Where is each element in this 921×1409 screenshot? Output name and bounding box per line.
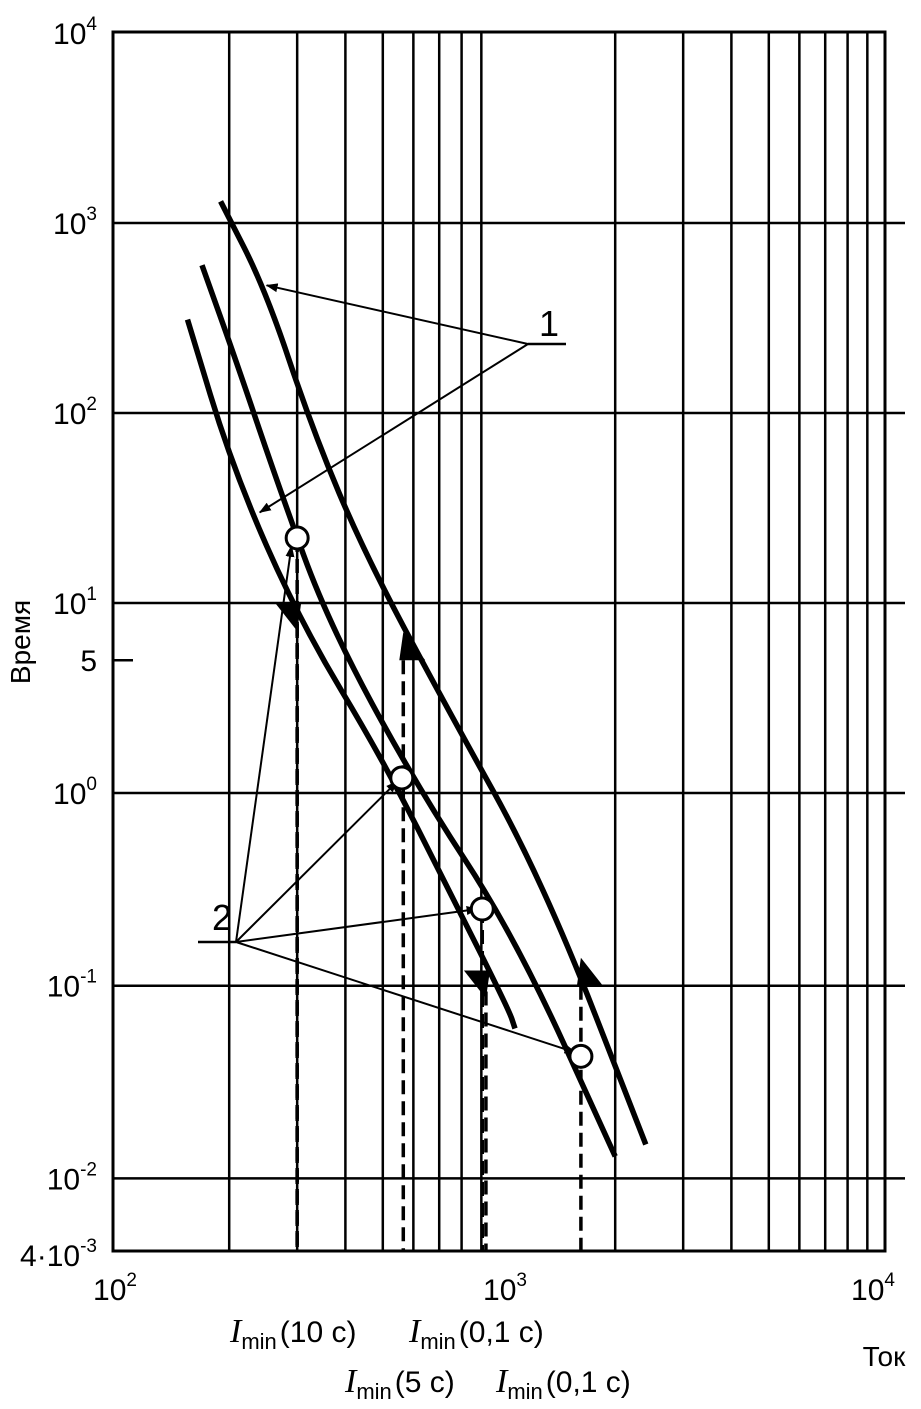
direction-arrow-down: [275, 603, 302, 631]
callout-arrow: [235, 941, 577, 1054]
markers: [284, 525, 594, 1069]
x-tick-labels: 102 103 104: [93, 1270, 895, 1307]
series-line-1: [184, 318, 518, 1030]
imin-labels: Imin (10 с) Imin (0,1 с) Imin (5 с) Imin (0,1 с…: [229, 1313, 631, 1404]
callout-label: 1: [539, 303, 559, 344]
y-tick-label: 4·10-3: [20, 1236, 97, 1273]
series-line-3: [218, 200, 649, 1146]
y-tick-label: 104: [53, 14, 97, 51]
imin-label: Imin (0,1 с): [495, 1363, 631, 1404]
y-tick-label: 10-1: [47, 967, 97, 1004]
y-tick-label: 100: [53, 774, 97, 811]
direction-arrow-up: [576, 957, 603, 986]
callout-arrow: [235, 544, 295, 943]
plot-frame: [111, 30, 887, 1253]
series-line-2: [199, 264, 618, 1158]
y-tick-label: 5: [80, 645, 97, 678]
x-axis-label: Ток: [863, 1341, 906, 1372]
y-axis-label: Время: [5, 600, 36, 684]
imin-label: Imin (5 с): [344, 1363, 455, 1404]
callout-arrow: [265, 283, 529, 345]
y-tick-label: 102: [53, 394, 97, 431]
imin-label: Imin (0,1 с): [408, 1313, 544, 1354]
grid: [113, 30, 905, 1251]
x-tick-label: 102: [93, 1270, 137, 1307]
circle-marker: [469, 896, 495, 922]
callout-arrow: [235, 906, 479, 943]
drop-lines: [295, 537, 583, 1251]
callouts: 12: [198, 283, 577, 1054]
direction-arrow-up: [399, 632, 426, 661]
callout-arrow: [258, 343, 529, 514]
y-tick-labels: 104 103 102 101 5 100 10-1 10-2 4·10-3: [20, 14, 97, 1273]
callout-label: 2: [212, 897, 232, 938]
circle-marker: [568, 1043, 594, 1069]
y-tick-label: 103: [53, 204, 97, 241]
curves: [184, 200, 649, 1158]
x-tick-label: 103: [483, 1270, 527, 1307]
y-tick-label: 101: [53, 584, 97, 621]
callout-arrow: [235, 780, 398, 943]
y-tick-label: 10-2: [47, 1159, 97, 1196]
imin-label: Imin (10 с): [229, 1313, 356, 1354]
plot-border: [111, 30, 887, 1253]
circle-marker: [389, 765, 415, 791]
direction-arrow-down: [463, 970, 490, 999]
circle-marker: [284, 525, 310, 551]
x-tick-label: 104: [851, 1270, 895, 1307]
